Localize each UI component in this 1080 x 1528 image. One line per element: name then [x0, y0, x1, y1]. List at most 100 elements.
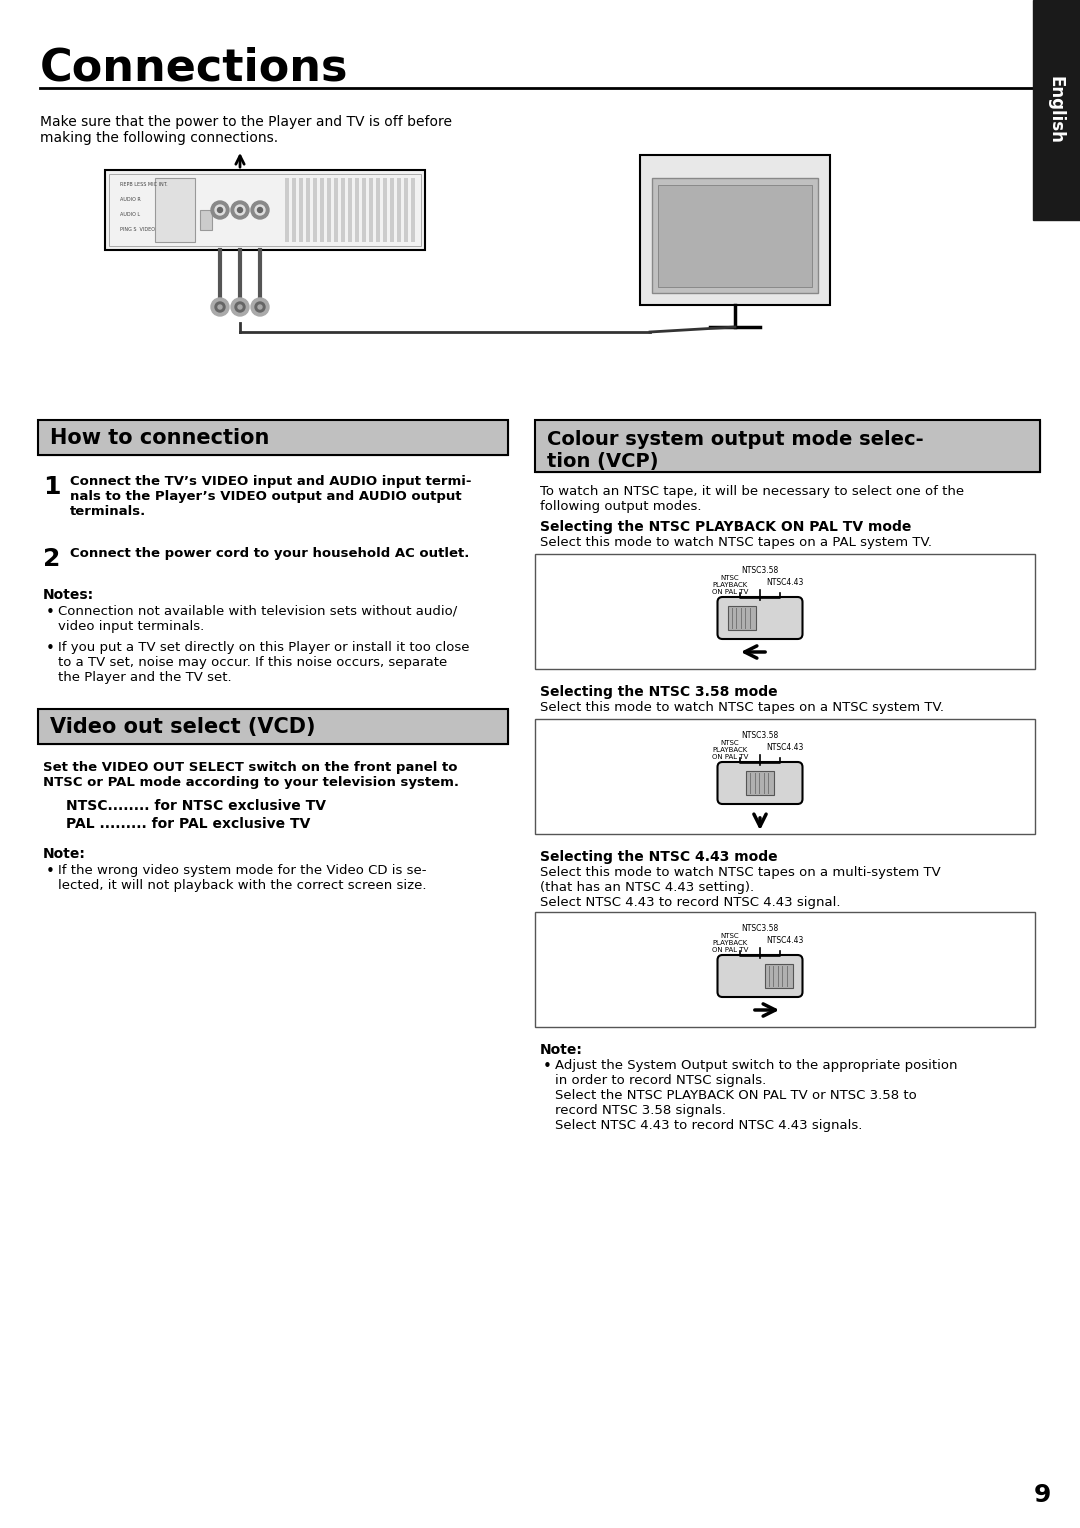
Text: Make sure that the power to the Player and TV is off before
making the following: Make sure that the power to the Player a…	[40, 115, 453, 145]
Text: Video out select (VCD): Video out select (VCD)	[50, 717, 315, 736]
Circle shape	[235, 205, 245, 215]
Text: Selecting the NTSC 3.58 mode: Selecting the NTSC 3.58 mode	[540, 685, 778, 698]
FancyBboxPatch shape	[717, 762, 802, 804]
Text: •: •	[46, 863, 55, 879]
Bar	[355, 177, 359, 241]
Circle shape	[255, 303, 265, 312]
Bar	[285, 177, 289, 241]
Bar	[299, 177, 303, 241]
Text: Notes:: Notes:	[43, 588, 94, 602]
Circle shape	[215, 205, 225, 215]
Text: 9: 9	[1034, 1484, 1051, 1507]
Text: Note:: Note:	[540, 1044, 583, 1057]
Circle shape	[238, 208, 243, 212]
Bar	[535, 555, 1035, 669]
Bar	[341, 177, 345, 241]
Circle shape	[211, 202, 229, 219]
Text: NTSC4.43: NTSC4.43	[767, 743, 804, 752]
Circle shape	[255, 205, 265, 215]
FancyBboxPatch shape	[717, 955, 802, 996]
Text: 1: 1	[43, 475, 60, 500]
Bar	[652, 177, 818, 293]
Text: Connections: Connections	[40, 46, 349, 90]
Bar	[658, 185, 812, 287]
Text: Note:: Note:	[43, 847, 86, 860]
Text: •: •	[543, 1059, 552, 1074]
Circle shape	[251, 202, 269, 219]
FancyBboxPatch shape	[717, 597, 802, 639]
Text: NTSC
PLAYBACK
ON PAL TV: NTSC PLAYBACK ON PAL TV	[712, 934, 748, 953]
Circle shape	[257, 208, 262, 212]
Bar	[369, 177, 373, 241]
Text: NTSC........ for NTSC exclusive TV: NTSC........ for NTSC exclusive TV	[66, 799, 326, 813]
Bar	[38, 420, 508, 455]
Bar	[334, 177, 338, 241]
Bar	[105, 170, 426, 251]
Text: NTSC3.58: NTSC3.58	[741, 565, 779, 575]
Text: NTSC3.58: NTSC3.58	[741, 924, 779, 934]
Bar	[390, 177, 394, 241]
Text: Selecting the NTSC 4.43 mode: Selecting the NTSC 4.43 mode	[540, 850, 778, 863]
Circle shape	[218, 306, 222, 309]
Bar	[397, 177, 401, 241]
Bar	[535, 420, 1040, 472]
Text: Select this mode to watch NTSC tapes on a NTSC system TV.: Select this mode to watch NTSC tapes on …	[540, 701, 944, 714]
Bar	[327, 177, 330, 241]
Circle shape	[217, 208, 222, 212]
Text: Connect the TV’s VIDEO input and AUDIO input termi-
nals to the Player’s VIDEO o: Connect the TV’s VIDEO input and AUDIO i…	[70, 475, 472, 518]
Bar	[1032, 0, 1080, 220]
Text: Connect the power cord to your household AC outlet.: Connect the power cord to your household…	[70, 547, 470, 559]
Text: AUDIO R: AUDIO R	[120, 197, 140, 202]
Text: Connection not available with television sets without audio/
video input termina: Connection not available with television…	[58, 605, 457, 633]
Bar	[404, 177, 408, 241]
Bar	[200, 209, 212, 231]
Bar	[306, 177, 310, 241]
Bar	[765, 964, 793, 989]
Text: NTSC4.43: NTSC4.43	[767, 578, 804, 587]
Text: To watch an NTSC tape, it will be necessary to select one of the
following outpu: To watch an NTSC tape, it will be necess…	[540, 484, 964, 513]
Text: How to connection: How to connection	[50, 428, 269, 448]
Circle shape	[215, 303, 225, 312]
Text: If the wrong video system mode for the Video CD is se-
lected, it will not playb: If the wrong video system mode for the V…	[58, 863, 427, 892]
Bar	[376, 177, 380, 241]
Circle shape	[231, 298, 249, 316]
Circle shape	[251, 298, 269, 316]
Circle shape	[231, 202, 249, 219]
Bar	[728, 607, 756, 630]
Text: NTSC3.58: NTSC3.58	[741, 730, 779, 740]
Circle shape	[235, 303, 245, 312]
Text: English: English	[1047, 76, 1065, 144]
Bar	[640, 154, 831, 306]
Text: NTSC
PLAYBACK
ON PAL TV: NTSC PLAYBACK ON PAL TV	[712, 740, 748, 759]
Bar	[38, 709, 508, 744]
Text: NTSC4.43: NTSC4.43	[767, 937, 804, 944]
Text: Colour system output mode selec-
tion (VCP): Colour system output mode selec- tion (V…	[546, 429, 923, 471]
Bar	[38, 420, 508, 455]
Circle shape	[211, 298, 229, 316]
Text: 2: 2	[43, 547, 60, 571]
Text: Select this mode to watch NTSC tapes on a PAL system TV.: Select this mode to watch NTSC tapes on …	[540, 536, 932, 549]
Text: •: •	[46, 605, 55, 620]
Bar	[313, 177, 318, 241]
Text: Select this mode to watch NTSC tapes on a multi-system TV
(that has an NTSC 4.43: Select this mode to watch NTSC tapes on …	[540, 866, 941, 909]
Text: REPB LESS MIC INT.: REPB LESS MIC INT.	[120, 182, 167, 186]
Bar	[535, 720, 1035, 834]
Text: Set the VIDEO OUT SELECT switch on the front panel to
NTSC or PAL mode according: Set the VIDEO OUT SELECT switch on the f…	[43, 761, 459, 788]
Text: PING S  VIDEO: PING S VIDEO	[120, 228, 156, 232]
Bar	[383, 177, 387, 241]
Bar	[411, 177, 415, 241]
Text: Adjust the System Output switch to the appropriate position
in order to record N: Adjust the System Output switch to the a…	[555, 1059, 958, 1132]
Bar	[348, 177, 352, 241]
Text: AUDIO L: AUDIO L	[120, 212, 140, 217]
Circle shape	[238, 306, 242, 309]
Bar	[292, 177, 296, 241]
Text: NTSC
PLAYBACK
ON PAL TV: NTSC PLAYBACK ON PAL TV	[712, 575, 748, 594]
Bar	[535, 420, 1040, 472]
Bar	[362, 177, 366, 241]
Text: •: •	[46, 642, 55, 656]
Bar	[38, 709, 508, 744]
Bar	[746, 772, 774, 795]
Text: PAL ......... for PAL exclusive TV: PAL ......... for PAL exclusive TV	[66, 817, 310, 831]
Text: Selecting the NTSC PLAYBACK ON PAL TV mode: Selecting the NTSC PLAYBACK ON PAL TV mo…	[540, 520, 912, 533]
Bar	[109, 174, 421, 246]
